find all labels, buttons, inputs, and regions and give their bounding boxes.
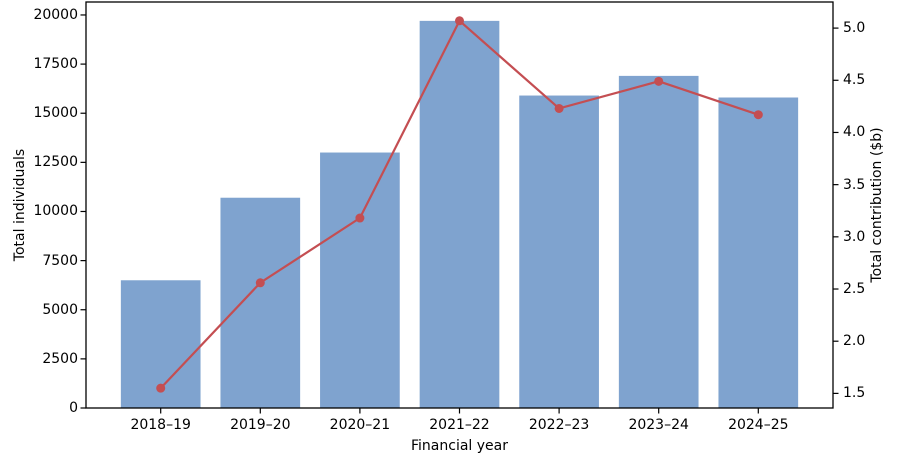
y-right-tick-label: 4.5	[843, 72, 866, 89]
x-tick-label: 2019–20	[230, 417, 291, 433]
line-marker-2020–21	[355, 213, 365, 223]
bar-2023–24	[618, 75, 699, 408]
bar-2024–25	[718, 97, 799, 409]
bar-2019–20	[220, 197, 301, 408]
y-left-tick-label: 20000	[33, 6, 78, 23]
y-left-tick-label: 7500	[42, 252, 78, 269]
bar-2021–22	[419, 20, 500, 408]
line-marker-2023–24	[654, 76, 664, 86]
y-left-tick-label: 15000	[33, 105, 78, 122]
y-left-tick-label: 0	[69, 400, 78, 416]
y-right-tick-label: 2.0	[843, 333, 866, 350]
y-left-tick-label: 12500	[33, 154, 78, 171]
x-tick-label: 2020–21	[329, 417, 391, 433]
y-right-tick-label: 5.0	[843, 20, 866, 37]
y-left-tick-label: 10000	[33, 203, 78, 220]
y-left-tick-label: 17500	[33, 56, 78, 73]
x-tick-label: 2023–24	[628, 417, 689, 433]
y-right-tick-label: 3.0	[843, 228, 866, 245]
x-tick-label: 2024–25	[728, 417, 789, 433]
y-right-tick-label: 3.5	[843, 176, 866, 193]
y-left-tick-label: 5000	[42, 301, 78, 318]
y-right-tick-label: 2.5	[843, 281, 866, 298]
y-left-tick-label: 2500	[42, 350, 78, 367]
line-marker-2019–20	[255, 278, 265, 288]
x-axis-label: Financial year	[411, 438, 508, 454]
bar-2022–23	[519, 95, 599, 409]
x-tick-label: 2018–19	[130, 417, 191, 433]
y-axis-label-right: Total contribution ($b)	[869, 127, 885, 283]
y-right-tick-label: 4.0	[843, 124, 866, 141]
bar-2020–21	[320, 152, 400, 408]
y-axis-label-left: Total individuals	[12, 148, 28, 262]
y-right-tick-label: 1.5	[843, 385, 866, 402]
line-marker-2024–25	[753, 110, 763, 120]
line-marker-2022–23	[554, 103, 564, 113]
line-marker-2018–19	[156, 383, 166, 393]
x-tick-label: 2022–23	[528, 417, 590, 433]
x-tick-label: 2021–22	[429, 417, 490, 433]
line-marker-2021–22	[455, 16, 464, 26]
